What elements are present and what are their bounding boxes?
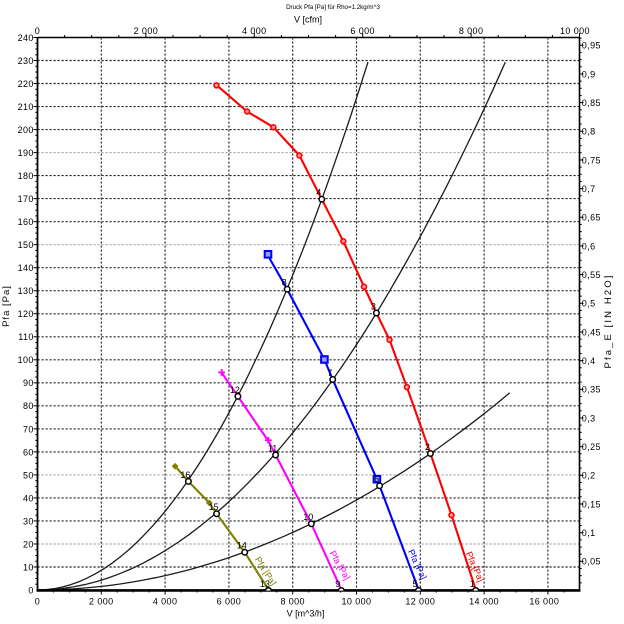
svg-text:Pfa_E [IN H2O]: Pfa_E [IN H2O] xyxy=(603,274,614,369)
svg-text:1: 1 xyxy=(470,579,475,589)
svg-text:0,95: 0,95 xyxy=(582,41,601,51)
svg-text:2 000: 2 000 xyxy=(89,597,114,607)
svg-text:5: 5 xyxy=(412,579,417,589)
svg-text:230: 230 xyxy=(18,56,34,66)
svg-text:20: 20 xyxy=(23,539,34,549)
svg-text:16: 16 xyxy=(180,470,190,480)
svg-text:0,5: 0,5 xyxy=(582,299,596,309)
svg-text:0,8: 0,8 xyxy=(582,127,596,137)
svg-text:10: 10 xyxy=(303,512,313,522)
svg-text:190: 190 xyxy=(18,148,34,158)
svg-text:170: 170 xyxy=(18,194,34,204)
svg-text:0,75: 0,75 xyxy=(582,155,601,165)
svg-text:V [m^3/h]: V [m^3/h] xyxy=(287,609,325,619)
svg-text:210: 210 xyxy=(18,102,34,112)
svg-text:8 000: 8 000 xyxy=(280,597,305,607)
svg-text:6: 6 xyxy=(374,474,379,484)
svg-text:Druck Pfa [Pa] für Rho=1.2kg/m: Druck Pfa [Pa] für Rho=1.2kg/m^3 xyxy=(286,4,380,11)
svg-text:0,9: 0,9 xyxy=(582,69,596,79)
svg-text:2: 2 xyxy=(425,442,430,452)
svg-text:8 000: 8 000 xyxy=(459,26,484,36)
svg-text:0,2: 0,2 xyxy=(582,471,596,481)
svg-text:10: 10 xyxy=(23,562,34,572)
svg-text:220: 220 xyxy=(18,79,34,89)
svg-text:0,35: 0,35 xyxy=(582,385,601,395)
svg-text:200: 200 xyxy=(18,125,34,135)
svg-text:0: 0 xyxy=(35,26,40,36)
svg-text:16 000: 16 000 xyxy=(529,597,559,607)
svg-text:12 000: 12 000 xyxy=(405,597,435,607)
svg-text:12: 12 xyxy=(230,385,240,395)
svg-text:0,7: 0,7 xyxy=(582,184,596,194)
svg-text:10 000: 10 000 xyxy=(560,26,590,36)
svg-text:130: 130 xyxy=(18,286,34,296)
svg-text:0,25: 0,25 xyxy=(582,442,601,452)
svg-text:6 000: 6 000 xyxy=(350,26,375,36)
svg-text:50: 50 xyxy=(23,470,34,480)
svg-text:150: 150 xyxy=(18,240,34,250)
svg-text:2 000: 2 000 xyxy=(134,26,159,36)
svg-text:3: 3 xyxy=(371,301,376,311)
svg-text:80: 80 xyxy=(23,401,34,411)
svg-text:Pfa [Pa]: Pfa [Pa] xyxy=(1,285,12,327)
svg-text:6 000: 6 000 xyxy=(217,597,242,607)
svg-text:0,55: 0,55 xyxy=(582,270,601,280)
svg-text:4 000: 4 000 xyxy=(153,597,178,607)
svg-text:0,15: 0,15 xyxy=(582,499,601,509)
svg-text:180: 180 xyxy=(18,171,34,181)
svg-text:0: 0 xyxy=(28,585,33,595)
svg-text:4: 4 xyxy=(316,188,321,198)
svg-text:0: 0 xyxy=(35,597,40,607)
svg-text:0,3: 0,3 xyxy=(582,413,596,423)
svg-text:15: 15 xyxy=(209,502,219,512)
svg-text:140: 140 xyxy=(18,263,34,273)
svg-text:240: 240 xyxy=(18,33,34,43)
svg-text:7: 7 xyxy=(327,368,332,378)
svg-text:10 000: 10 000 xyxy=(342,597,372,607)
svg-text:4 000: 4 000 xyxy=(242,26,267,36)
svg-text:0,4: 0,4 xyxy=(582,356,596,366)
svg-text:120: 120 xyxy=(18,309,34,319)
svg-text:0,1: 0,1 xyxy=(582,528,596,538)
svg-text:V [cfm]: V [cfm] xyxy=(294,15,322,25)
svg-text:0,45: 0,45 xyxy=(582,327,601,337)
svg-text:60: 60 xyxy=(23,447,34,457)
svg-text:90: 90 xyxy=(23,378,34,388)
svg-text:8: 8 xyxy=(282,278,287,288)
svg-text:0,05: 0,05 xyxy=(582,557,601,567)
svg-text:0,65: 0,65 xyxy=(582,213,601,223)
svg-text:0,85: 0,85 xyxy=(582,98,601,108)
svg-text:70: 70 xyxy=(23,424,34,434)
svg-text:40: 40 xyxy=(23,493,34,503)
svg-text:30: 30 xyxy=(23,516,34,526)
svg-text:100: 100 xyxy=(18,355,34,365)
svg-text:11: 11 xyxy=(268,443,277,453)
svg-text:13: 13 xyxy=(260,579,270,589)
svg-text:0,6: 0,6 xyxy=(582,241,596,251)
svg-text:9: 9 xyxy=(335,579,340,589)
svg-text:110: 110 xyxy=(18,332,34,342)
svg-text:14: 14 xyxy=(237,541,247,551)
svg-text:160: 160 xyxy=(18,217,34,227)
svg-text:14 000: 14 000 xyxy=(469,597,499,607)
